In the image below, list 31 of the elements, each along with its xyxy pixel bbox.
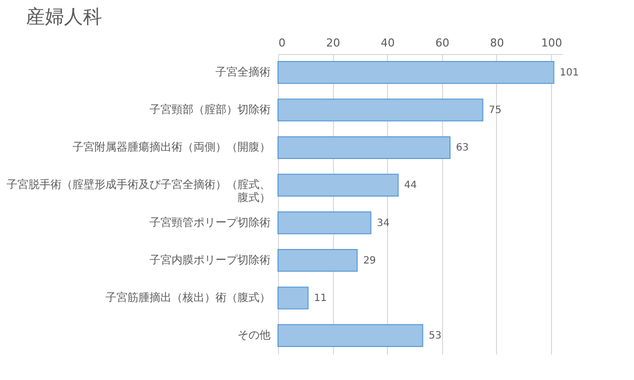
x-tick-label: 20 xyxy=(326,36,340,50)
x-tick-label: 60 xyxy=(435,36,450,50)
data-label: 34 xyxy=(376,218,390,229)
text: 産婦人科 xyxy=(26,6,102,28)
data-label: 44 xyxy=(404,180,417,192)
bar xyxy=(278,324,424,347)
data-label: 63 xyxy=(456,142,469,154)
bar xyxy=(278,136,451,160)
x-tick-label: 40 xyxy=(380,36,395,50)
y-tick-label: 子宮頸管ポリープ切除術 xyxy=(150,216,270,229)
data-label: 75 xyxy=(488,105,502,116)
y-tick-label: 子宮筋腫摘出（核出）術（腹式） xyxy=(106,290,270,304)
y-tick-label: 子宮頸部（腟部）切除術 xyxy=(150,103,270,116)
y-tick-label: 子宮内膜ポリープ切除術 xyxy=(150,253,270,266)
y-tick-label: 子宮脱手術（腟壁形成手術及び子宮全摘術）（腟式、腹式） xyxy=(6,178,270,204)
data-label: 11 xyxy=(314,292,327,304)
bar xyxy=(278,61,554,84)
bar xyxy=(278,286,309,310)
x-tick-label: 80 xyxy=(490,36,504,50)
bar xyxy=(278,174,399,197)
y-tick-label: 子宮全摘術 xyxy=(216,65,270,78)
bar xyxy=(278,98,484,122)
x-tick-label: 100 xyxy=(541,36,562,50)
y-tick-label: その他 xyxy=(238,328,270,342)
bar xyxy=(278,248,358,272)
data-label: 53 xyxy=(428,330,442,342)
data-label: 101 xyxy=(560,67,579,78)
x-tick-label: 0 xyxy=(278,36,286,50)
y-tick-label: 子宮附属器腫瘍摘出術（両側）（開腹） xyxy=(72,140,270,154)
data-label: 29 xyxy=(363,255,376,266)
bar xyxy=(278,211,372,234)
